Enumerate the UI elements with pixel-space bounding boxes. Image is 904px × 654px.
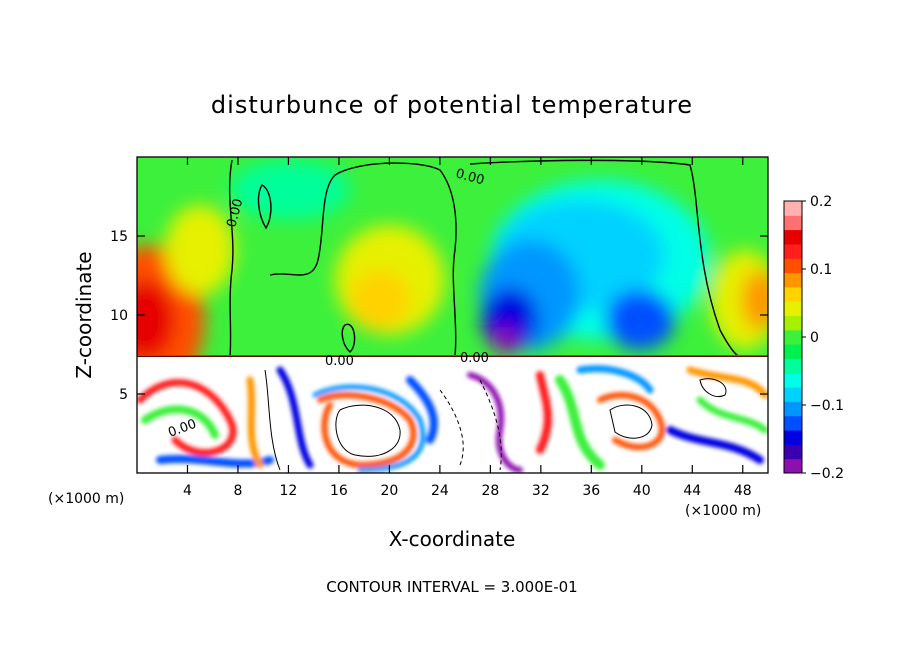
colorbar-swatch: [784, 215, 802, 231]
eddy-orange-2: [686, 366, 768, 399]
eddy-purple: [467, 372, 523, 473]
contour-line-right: [469, 159, 741, 357]
x-tick-label: 36: [582, 483, 600, 499]
colorbar-label: −0.2: [810, 466, 844, 482]
x-unit-label-left: (×1000 m): [48, 491, 124, 507]
colorbar-swatch: [784, 201, 802, 216]
x-tick-label: 8: [233, 483, 242, 499]
x-axis-title: X-coordinate: [389, 527, 516, 551]
x-unit-label-right: (×1000 m): [685, 503, 761, 519]
eddy-ring-orange: [317, 392, 417, 469]
x-tick-label: 4: [183, 483, 192, 499]
colorbar-swatch: [784, 315, 802, 331]
contour-eddy-2: [609, 404, 653, 439]
x-tick-label: 12: [280, 483, 298, 499]
colorbar-swatch: [784, 344, 802, 359]
contour-loop-center: [341, 323, 356, 353]
contour-loop-small: [257, 184, 272, 230]
y-tick-label: 5: [119, 387, 128, 403]
eddy-blue-3: [406, 376, 438, 444]
colorbar-swatch: [784, 258, 802, 274]
contour-label: 0.00: [224, 197, 246, 229]
contour-dashed-1: [439, 389, 464, 466]
purple-core: [491, 326, 519, 354]
y-tick-label: 10: [110, 308, 128, 324]
x-tick-label: 20: [380, 483, 398, 499]
eddy-green-1: [141, 405, 219, 439]
colorbar-swatch: [784, 329, 802, 345]
contour-interval-footer: CONTOUR INTERVAL = 3.000E-01: [326, 578, 577, 596]
contour-eddy-3: [264, 369, 281, 471]
eddy-red-1: [137, 379, 237, 457]
x-tick-label: 40: [633, 483, 651, 499]
eddy-red-2: [536, 371, 552, 454]
lower-background: [137, 357, 768, 473]
colorbar-label: 0: [810, 330, 819, 346]
colorbar-swatch: [784, 229, 802, 245]
contour-eddy-1: [335, 404, 401, 457]
upper-field: [137, 157, 768, 357]
eddy-green-3: [696, 396, 768, 434]
y-tick-label: 15: [110, 229, 128, 245]
x-tick-label: 28: [481, 483, 499, 499]
eddy-ring-blue: [312, 384, 426, 473]
lower-field: [137, 357, 768, 473]
x-tick-label: 24: [431, 483, 449, 499]
y-axis: 5 10 15: [110, 229, 768, 403]
colorbar-swatch: [784, 272, 802, 288]
blue-region-right: [605, 290, 675, 350]
x-tick-label: 32: [532, 483, 550, 499]
colorbar-swatch: [784, 430, 802, 445]
plot-area: 0.00 0.00 0.00 0.00 0.00: [136, 156, 769, 474]
x-axis: 4 8 12 16 20 24 28 32 36 40 44 48: [183, 157, 752, 499]
eddy-blue-2: [276, 366, 314, 469]
contour-label: 0.00: [325, 354, 354, 369]
contour-label: 0.00: [454, 166, 486, 188]
orange-region-right: [742, 270, 768, 330]
contour-line-left: [228, 159, 234, 357]
colorbar-swatch: [784, 243, 802, 259]
hot-core-left: [137, 280, 175, 357]
colorbar-swatch: [784, 401, 802, 417]
colorbar-swatch: [784, 301, 802, 317]
orange-core-center: [350, 270, 410, 330]
colorbar-swatch: [784, 286, 802, 302]
contour-line-center: [269, 162, 457, 357]
contour-label: 0.00: [460, 351, 489, 366]
colorbar: 0.2 0.1 0 −0.1 −0.2: [783, 194, 844, 482]
colorbar-swatch: [784, 444, 802, 460]
y-axis-title: Z-coordinate: [72, 251, 96, 378]
eddy-green-2: [555, 375, 605, 470]
x-tick-label: 48: [734, 483, 752, 499]
colorbar-swatch: [784, 458, 802, 474]
eddy-blue-5: [666, 426, 764, 464]
contour-eddy-4: [699, 378, 727, 397]
eddy-orange-1: [246, 376, 264, 469]
teal-region-top: [230, 160, 350, 220]
chart-title: disturbunce of potential temperature: [211, 91, 693, 119]
contour-dashed-2: [479, 379, 502, 471]
x-tick-label: 44: [683, 483, 701, 499]
colorbar-label: 0.1: [810, 262, 832, 278]
colorbar-label: −0.1: [810, 398, 844, 414]
colorbar-swatch: [784, 387, 802, 402]
colorbar-label: 0.2: [810, 194, 832, 210]
eddy-ring-orange-2: [597, 392, 665, 451]
eddy-blue-4: [576, 365, 654, 394]
colorbar-swatch: [784, 358, 802, 374]
colorbar-swatch: [784, 415, 802, 431]
x-tick-label: 16: [330, 483, 348, 499]
colorbar-swatch: [784, 372, 802, 388]
yellow-region-left: [165, 205, 235, 295]
